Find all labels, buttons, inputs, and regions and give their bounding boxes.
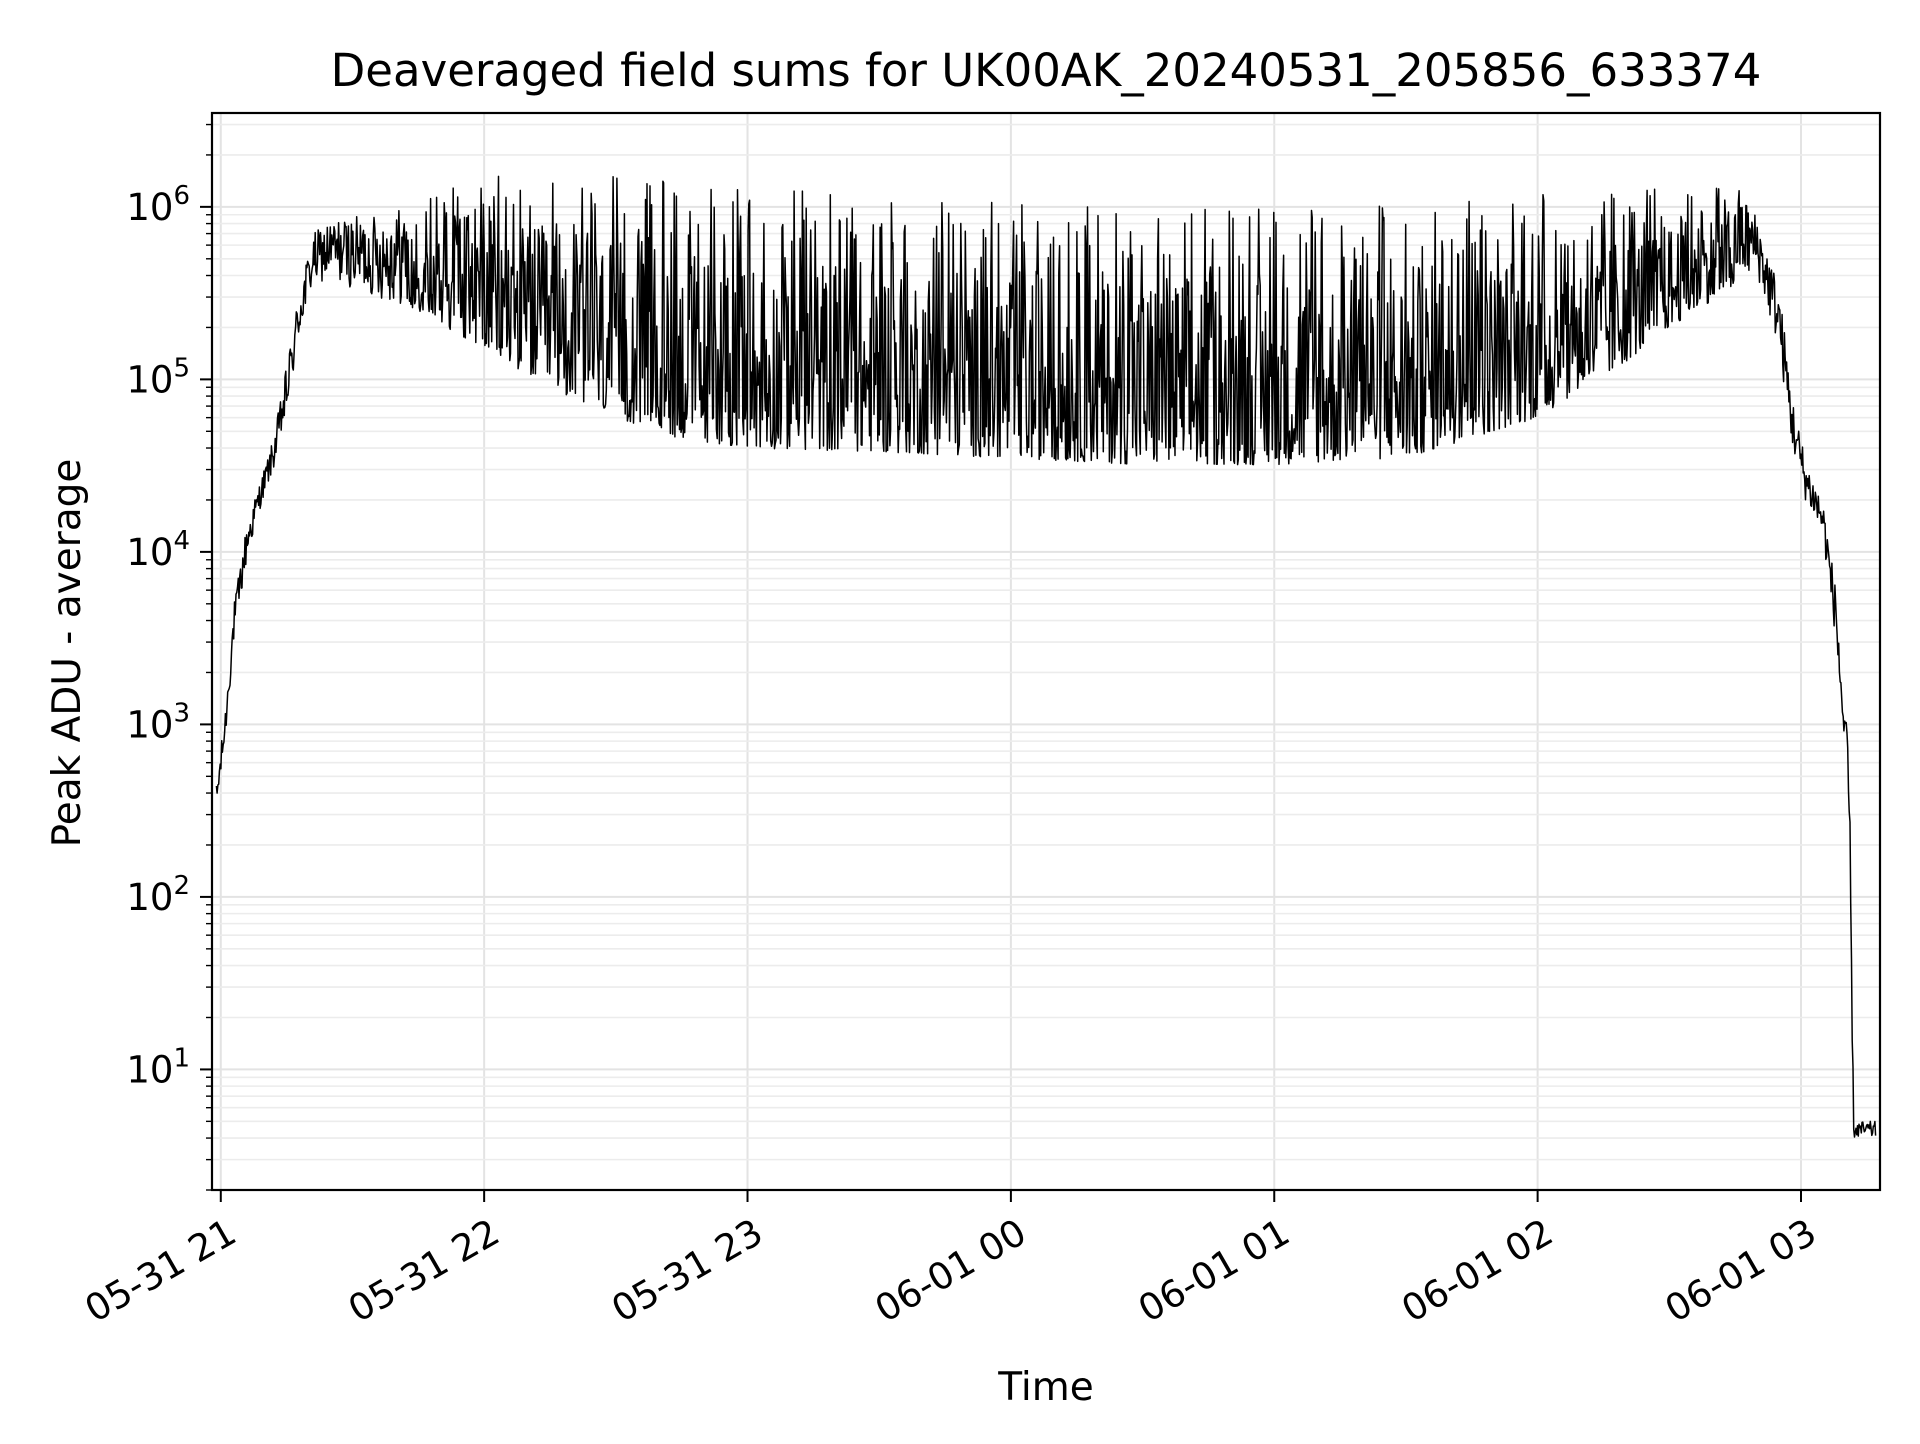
y-tick-label: 101 (126, 1043, 190, 1091)
x-axis-label: Time (997, 1365, 1093, 1410)
y-tick-label: 105 (126, 353, 190, 401)
y-tick-label: 106 (126, 181, 190, 229)
y-tick-label: 103 (126, 698, 190, 746)
plot-area (215, 175, 1877, 1138)
y-tick-label: 102 (126, 871, 190, 919)
y-axis-label: Peak ADU - average (45, 459, 90, 848)
series-line (215, 175, 1877, 1138)
axes-frame (210, 111, 1882, 1192)
chart-title: Deaveraged field sums for UK00AK_2024053… (331, 44, 1762, 97)
y-tick-label: 104 (126, 526, 190, 574)
